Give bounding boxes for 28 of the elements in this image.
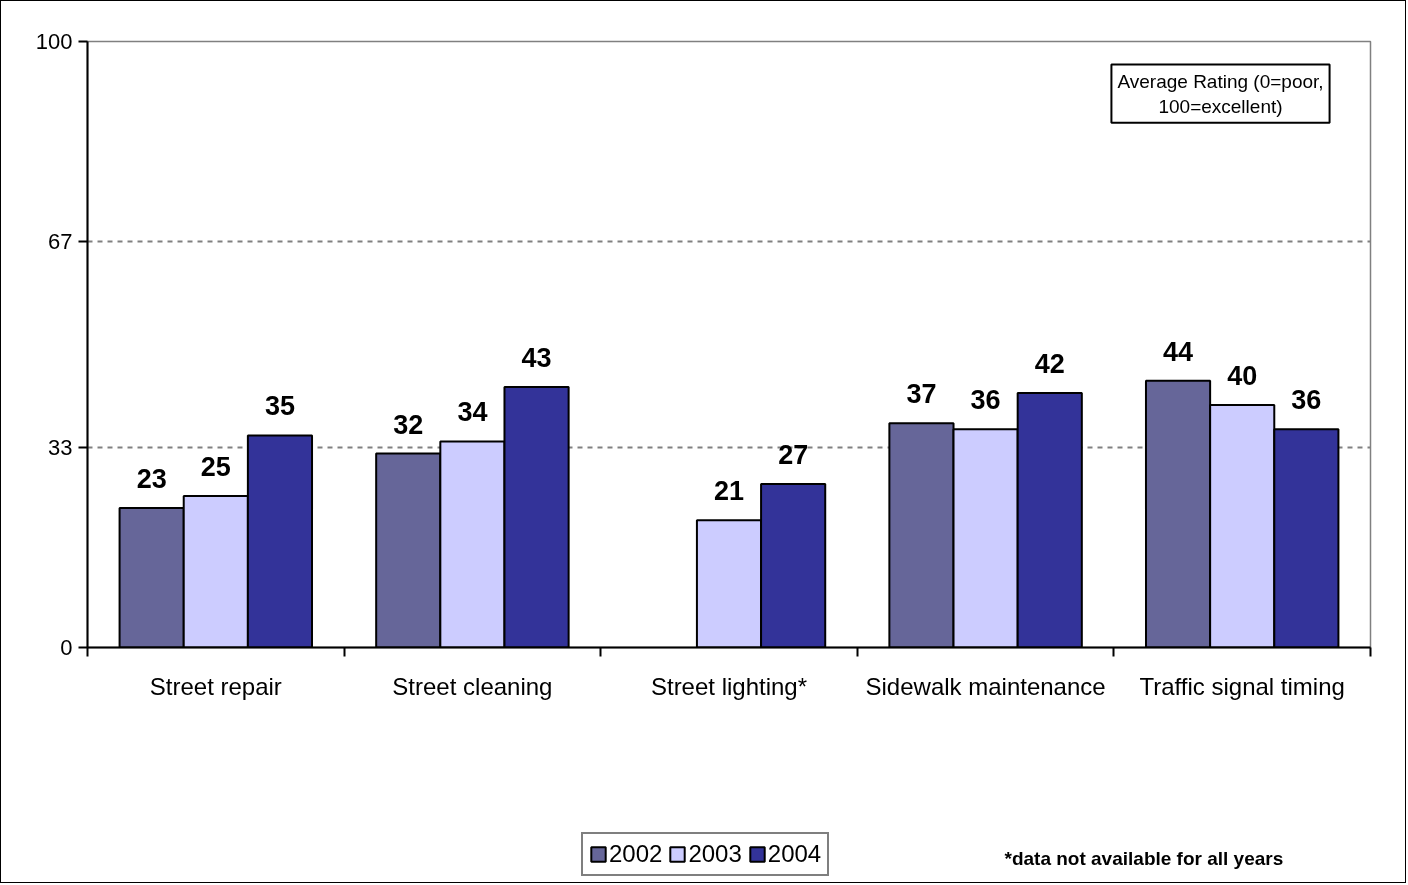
data-label: 27	[778, 439, 809, 470]
legend-label: 2002	[609, 840, 663, 868]
data-label: 37	[906, 379, 937, 410]
x-tick-label: Sidewalk maintenance	[865, 672, 1106, 700]
data-label: 32	[393, 409, 424, 440]
data-label: 21	[713, 476, 745, 507]
y-tick-label: 33	[48, 435, 73, 461]
x-tick-label: Traffic signal timing	[1139, 672, 1345, 700]
annotation: Average Rating (0=poor, 100=excellent)	[1117, 70, 1324, 117]
data-label: 25	[200, 452, 231, 482]
data-label: 36	[1291, 385, 1322, 416]
legend-label: 2003	[688, 840, 742, 868]
legend-label: 2004	[767, 840, 822, 868]
data-label: 34	[457, 397, 488, 428]
data-label: 43	[521, 342, 552, 373]
y-tick-label: 67	[48, 228, 73, 254]
data-label: 35	[264, 391, 295, 422]
y-tick-label: 0	[60, 635, 73, 660]
text: *data not available for all years	[1004, 848, 1284, 869]
data-label: 23	[136, 464, 167, 495]
data-label: 40	[1227, 361, 1258, 392]
data-label: 44	[1163, 336, 1194, 367]
x-tick-label: Street repair	[149, 672, 282, 700]
y-tick-label: 100	[35, 29, 73, 54]
x-tick-label: Street cleaning	[392, 672, 553, 700]
x-tick-label: Street lighting*	[650, 672, 808, 700]
data-label: 42	[1034, 348, 1065, 379]
data-label: 36	[970, 385, 1001, 416]
